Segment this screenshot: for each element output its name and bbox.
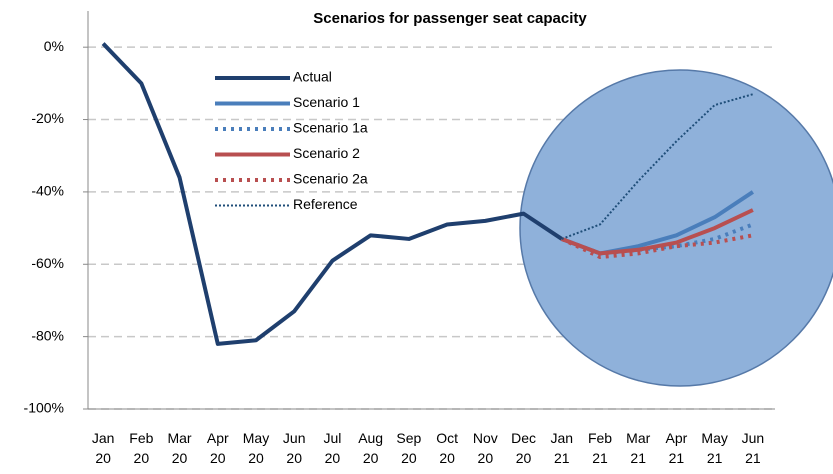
y-tick-label: -40% — [31, 183, 64, 199]
x-tick-label: Apr 21 — [665, 430, 688, 466]
highlight-circle — [519, 69, 833, 387]
y-tick-label: -100% — [24, 400, 64, 416]
x-tick-label: Oct 20 — [436, 430, 458, 466]
x-tick-label: Dec 20 — [511, 430, 536, 466]
legend-label: Reference — [293, 196, 358, 212]
y-tick-label: 0% — [44, 38, 64, 54]
x-tick-label: Mar 20 — [167, 430, 192, 466]
x-tick-label: Aug 20 — [358, 430, 384, 466]
series-line — [561, 93, 754, 240]
y-tick-label: -20% — [31, 110, 64, 126]
series-line — [561, 208, 754, 256]
x-tick-label: Nov 20 — [472, 430, 498, 466]
legend-label: Scenario 2 — [293, 145, 360, 161]
x-tick-label: Jan 20 — [91, 430, 115, 466]
legend-label: Scenario 1 — [293, 94, 360, 110]
x-tick-label: May 20 — [242, 430, 270, 466]
legend-label: Actual — [293, 69, 332, 85]
x-tick-label: Apr 20 — [206, 430, 229, 466]
x-tick-label: Feb 21 — [587, 430, 613, 466]
x-tick-label: Jul 20 — [323, 430, 342, 466]
x-tick-label: May 21 — [701, 430, 728, 466]
x-tick-label: Feb 20 — [129, 430, 154, 466]
legend-label: Scenario 1a — [293, 120, 368, 136]
x-tick-label: Sep 20 — [396, 430, 422, 466]
x-tick-label: Jun 20 — [282, 430, 306, 466]
x-tick-label: Jun 21 — [741, 430, 765, 466]
series-line — [101, 42, 563, 346]
chart-title: Scenarios for passenger seat capacity — [313, 10, 587, 27]
y-tick-label: -60% — [31, 255, 64, 271]
x-tick-label: Mar 21 — [626, 430, 651, 466]
legend-label: Scenario 2a — [293, 171, 368, 187]
x-tick-label: Jan 21 — [550, 430, 574, 466]
y-tick-label: -80% — [31, 327, 64, 343]
